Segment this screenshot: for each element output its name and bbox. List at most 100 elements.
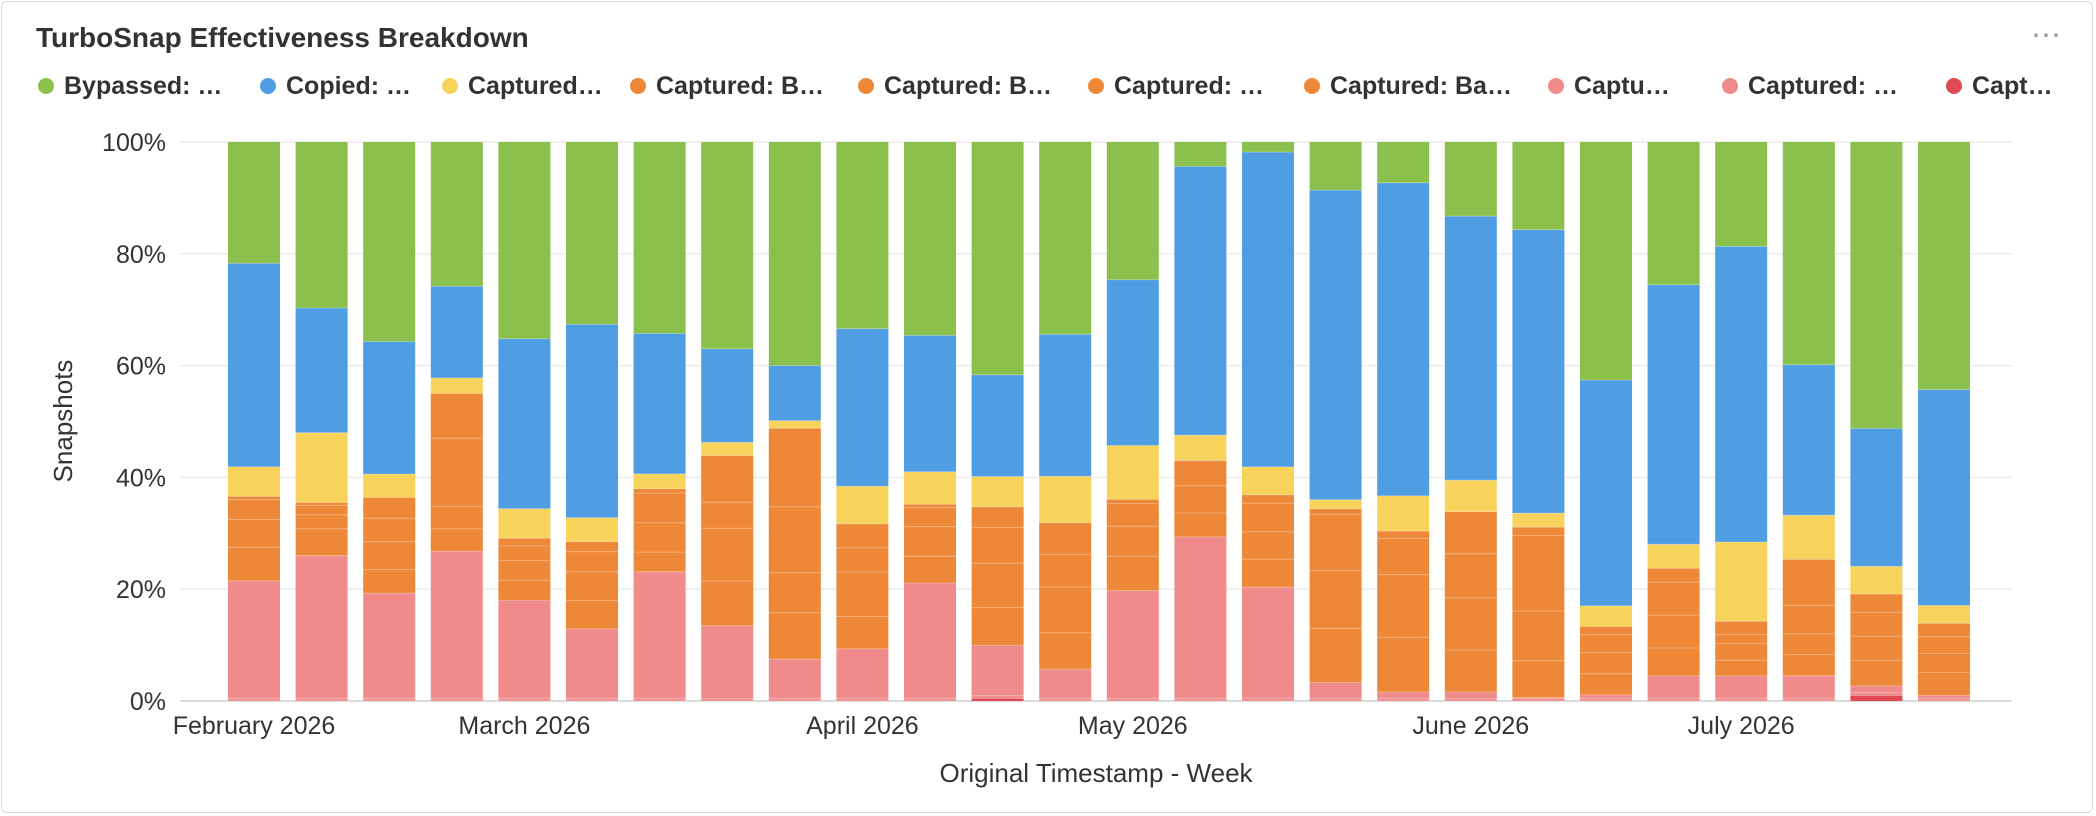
bar-segment bbox=[363, 698, 416, 701]
bar-segment bbox=[1444, 480, 1497, 512]
bar-segment bbox=[971, 607, 1024, 646]
bar-segment bbox=[1850, 566, 1903, 595]
bar-segment bbox=[1377, 574, 1430, 638]
bar-segment bbox=[1242, 531, 1294, 560]
bar-segment bbox=[1106, 556, 1159, 591]
bar-segment bbox=[633, 493, 686, 523]
bar-segment bbox=[1647, 648, 1700, 676]
bar-segment bbox=[1377, 182, 1430, 496]
legend-item[interactable]: Captu… bbox=[1548, 70, 1698, 102]
legend-item[interactable]: Captured: B… bbox=[630, 70, 840, 102]
bar-segment bbox=[295, 308, 348, 433]
legend-item[interactable]: Captured: B… bbox=[858, 70, 1068, 102]
x-tick-label: April 2026 bbox=[806, 712, 919, 740]
bar-segment bbox=[1850, 594, 1903, 613]
bar-segment bbox=[1918, 389, 1970, 606]
bar-segment bbox=[1174, 166, 1227, 436]
bar-segment bbox=[1647, 142, 1700, 285]
bar-segment bbox=[1850, 428, 1903, 567]
bar-segment bbox=[430, 142, 483, 287]
legend-item[interactable]: Captured: … bbox=[1088, 70, 1283, 102]
bar-segment bbox=[904, 698, 956, 701]
bar-segment bbox=[904, 507, 956, 527]
bar-segment bbox=[363, 497, 416, 519]
legend-item[interactable]: Captured: Ba… bbox=[1304, 70, 1529, 102]
bar-segment bbox=[1580, 380, 1632, 606]
bar-segment bbox=[1039, 476, 1092, 523]
bar-segment bbox=[971, 563, 1024, 608]
bar-segment bbox=[498, 560, 551, 581]
y-tick-label: 60% bbox=[116, 353, 166, 381]
legend-item[interactable]: Bypassed: … bbox=[38, 70, 243, 102]
bar-segment bbox=[701, 502, 754, 529]
y-axis-title: Snapshots bbox=[48, 360, 78, 483]
legend-item[interactable]: Captured: … bbox=[1722, 70, 1922, 102]
bar-segment bbox=[1106, 503, 1159, 527]
bar-segment bbox=[566, 142, 618, 325]
bar-segment bbox=[566, 324, 618, 518]
bar-segment bbox=[1174, 536, 1227, 699]
x-tick-label: February 2026 bbox=[173, 712, 336, 740]
bar-segment bbox=[1377, 495, 1430, 532]
bar-segment bbox=[1242, 466, 1294, 495]
bar-segment bbox=[1377, 692, 1430, 699]
legend-item[interactable]: Captur… bbox=[1946, 70, 2061, 102]
bar-segment bbox=[1647, 544, 1700, 569]
bar-segment bbox=[1580, 698, 1632, 701]
bar-segment bbox=[904, 526, 956, 557]
y-tick-label: 0% bbox=[130, 688, 166, 716]
bar-segment bbox=[1512, 142, 1565, 230]
bar-segment bbox=[971, 142, 1024, 375]
bar-segment bbox=[295, 505, 348, 515]
bar-segment bbox=[1782, 364, 1835, 516]
bar-segment bbox=[1782, 633, 1835, 655]
bar-segment bbox=[1444, 698, 1497, 701]
bar-segment bbox=[1715, 698, 1768, 701]
bar-segment bbox=[1174, 485, 1227, 513]
bar-segment bbox=[1039, 632, 1092, 670]
bar-segment bbox=[1309, 698, 1362, 701]
bar-segment bbox=[633, 571, 686, 699]
bar-segment bbox=[1309, 499, 1362, 509]
bar-segment bbox=[1106, 142, 1159, 280]
bar-segment bbox=[295, 514, 348, 529]
bar-segment bbox=[566, 600, 618, 629]
bar-segment bbox=[1377, 142, 1430, 183]
bar-segment bbox=[1918, 623, 1970, 637]
bar-segment bbox=[1918, 142, 1970, 390]
more-options-icon[interactable]: ⋯ bbox=[2031, 19, 2062, 52]
bar-segment bbox=[904, 471, 956, 505]
legend-item[interactable]: Copied: … bbox=[260, 70, 425, 102]
bar-segment bbox=[1039, 142, 1092, 335]
bar-segment bbox=[363, 142, 416, 342]
bar-segment bbox=[1782, 559, 1835, 606]
bar-segment bbox=[228, 499, 280, 520]
bar-segment bbox=[1174, 460, 1227, 461]
bar-segment bbox=[701, 442, 754, 456]
bar-segment bbox=[1039, 669, 1092, 699]
legend-swatch-icon bbox=[260, 78, 276, 94]
bar-segment bbox=[295, 432, 348, 503]
bar-segment bbox=[1106, 698, 1159, 701]
bar-segment bbox=[971, 698, 1024, 701]
y-tick-label: 20% bbox=[116, 576, 166, 604]
bar-segment bbox=[768, 365, 821, 421]
bar-segment bbox=[228, 466, 280, 497]
bar-segment bbox=[904, 504, 956, 508]
bar-segment bbox=[836, 523, 889, 548]
legend-swatch-icon bbox=[1088, 78, 1104, 94]
legend-item[interactable]: Captured… bbox=[442, 70, 612, 102]
bar-segment bbox=[1106, 445, 1159, 500]
bar-segment bbox=[228, 263, 280, 467]
bar-segment bbox=[701, 698, 754, 701]
bar-segment bbox=[295, 555, 348, 699]
bar-segment bbox=[1850, 612, 1903, 637]
bar-segment bbox=[1850, 692, 1903, 696]
chart-legend: Bypassed: … Copied: … Captured… Captured: B… bbox=[38, 70, 2068, 102]
bar-segment bbox=[363, 569, 416, 594]
legend-swatch-icon bbox=[1304, 78, 1320, 94]
bar-segment bbox=[1782, 515, 1835, 560]
bar-segment bbox=[1782, 675, 1835, 699]
bar-segment bbox=[430, 506, 483, 529]
